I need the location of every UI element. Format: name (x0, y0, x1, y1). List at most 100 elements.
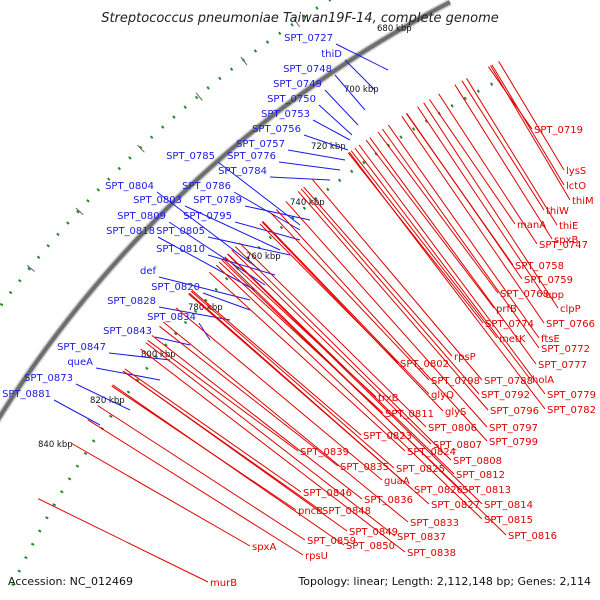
left-leader-line (278, 161, 341, 171)
left-leader-line (344, 59, 376, 91)
gene-label-left: queA (67, 357, 93, 368)
right-leader-line (369, 137, 537, 365)
right-leader-line (145, 342, 396, 537)
gene-label-right: thiM (572, 196, 594, 207)
left-leader-line (207, 254, 276, 276)
right-leader-line (188, 292, 430, 505)
right-leader-line (147, 339, 299, 452)
right-leader-line (239, 242, 427, 428)
gene-label-right: glyS (445, 407, 466, 418)
right-leader-line (227, 253, 483, 505)
gene-label-right: upp (545, 290, 564, 301)
left-leader-line (303, 134, 349, 151)
gene-label-right: SPT_0777 (538, 360, 587, 371)
left-leader-line (156, 191, 261, 271)
right-leader-line (387, 124, 540, 339)
gene-label-left: SPT_0784 (218, 166, 267, 177)
right-label-leaders (37, 61, 571, 583)
right-leader-line (159, 325, 339, 467)
right-leader-line (231, 249, 432, 445)
gene-label-right: SPT_0837 (397, 532, 446, 543)
right-leader-line (162, 321, 409, 523)
scale-tick-label: 680 kbp (377, 24, 412, 34)
right-leader-line (347, 152, 484, 324)
scale-tick-label: 820 kbp (90, 396, 125, 406)
right-leader-line (438, 93, 538, 245)
gene-label-right: SPT_0772 (541, 344, 590, 355)
gene-label-right: SPT_0836 (364, 495, 413, 506)
right-leader-line (234, 246, 452, 461)
right-leader-line (151, 335, 363, 500)
right-leader-line (122, 370, 348, 532)
gene-label-right: SPT_0758 (515, 261, 564, 272)
right-leader-line (303, 186, 453, 357)
left-leader-line (269, 176, 331, 181)
gene-label-left: SPT_0749 (273, 79, 322, 90)
gene-label-right: SPT_0797 (489, 423, 538, 434)
gene-label-right: SPT_0816 (508, 531, 557, 542)
left-labels: SPT_0727 thiD SPT_0748 SPT_0749 SPT_0750 SPT_… (2, 33, 342, 400)
gene-label-left: SPT_0843 (103, 326, 152, 337)
left-leader-line (202, 292, 251, 311)
gene-label-left: SPT_0753 (261, 109, 310, 120)
genome-backbone (0, 0, 451, 421)
gene-label-left: SPT_0727 (284, 33, 333, 44)
right-leader-line (208, 271, 406, 452)
right-leader-line (381, 128, 540, 349)
right-leader-line (428, 99, 516, 225)
gene-label-right: SPT_0826 (414, 485, 463, 496)
right-leader-line (498, 61, 565, 171)
right-leader-line (490, 65, 571, 201)
right-leader-line (97, 405, 306, 541)
gene-label-left: SPT_0748 (283, 64, 332, 75)
gene-label-right: metK (499, 334, 526, 345)
gene-label-right: SPT_0823 (363, 431, 412, 442)
gene-label-right: SPT_0798 (431, 376, 480, 387)
right-leader-line (417, 106, 544, 295)
gene-label-left: SPT_0795 (183, 211, 232, 222)
right-leader-line (358, 144, 546, 395)
gene-label-right: ftsE (541, 334, 560, 345)
gene-label-right: holA (532, 375, 554, 386)
right-leader-line (461, 80, 545, 211)
scale-tick (240, 56, 248, 66)
gene-label-right: SPT_0799 (489, 437, 538, 448)
right-leader-line (406, 113, 523, 280)
gene-label-right: SPT_0788 (484, 376, 533, 387)
right-leader-line (285, 201, 488, 428)
gene-label-right: SPT_0849 (349, 527, 398, 538)
left-leader-line (75, 383, 131, 411)
gene-label-right: SPT_0807 (433, 440, 482, 451)
gene-label-left: SPT_0804 (105, 181, 154, 192)
gene-label-right: SPT_0815 (484, 515, 533, 526)
gene-label-right: SPT_0796 (490, 406, 539, 417)
scale-tick-label: 840 kbp (38, 440, 73, 450)
left-leader-line (207, 236, 291, 256)
gene-label-right: SPT_0779 (547, 390, 596, 401)
right-leader-line (491, 64, 565, 186)
right-leader-line (190, 290, 395, 469)
left-leader-line (318, 104, 353, 136)
right-leader-line (276, 209, 488, 442)
gene-label-right: thiW (546, 206, 569, 217)
right-leader-line (140, 348, 406, 553)
gene-label-left: SPT_0828 (107, 296, 156, 307)
right-leader-line (377, 131, 499, 294)
left-leader-line (312, 119, 351, 141)
gene-label-right: murB (210, 578, 237, 589)
scale-tick (75, 207, 84, 216)
right-leader-line (454, 84, 553, 240)
gene-label-right: thiE (559, 221, 578, 232)
right-leader-line (300, 188, 480, 395)
gene-label-right: trxB (378, 393, 399, 404)
gene-label-right: SPT_0774 (485, 319, 534, 330)
gene-label-right: SPT_0839 (300, 447, 349, 458)
right-leader-line (312, 179, 483, 381)
scale-tick-label: 740 kbp (290, 198, 325, 208)
scale-tick (26, 264, 36, 272)
gene-label-right: SPT_0759 (524, 275, 573, 286)
gene-label-right: SPT_0792 (481, 390, 530, 401)
gene-label-right: lysS (566, 166, 586, 177)
